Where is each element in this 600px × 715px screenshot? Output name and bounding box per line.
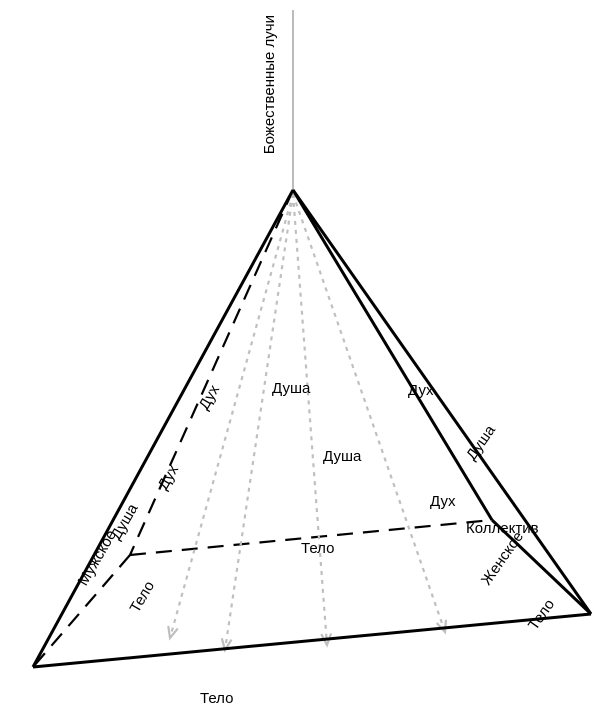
pyramid-diagram [0, 0, 600, 715]
label-soul-center2: Душа [323, 448, 361, 465]
label-divine-rays: Божественные лучи [261, 15, 278, 154]
label-collective: Коллектив [466, 520, 539, 537]
label-spirit-right-top: Дух [408, 382, 434, 399]
label-telo-bottom: Тело [200, 690, 233, 707]
label-dukh-right: Дух [430, 493, 456, 510]
label-telo-mid: Тело [301, 540, 334, 557]
label-spirit-center: Душа [272, 380, 310, 397]
